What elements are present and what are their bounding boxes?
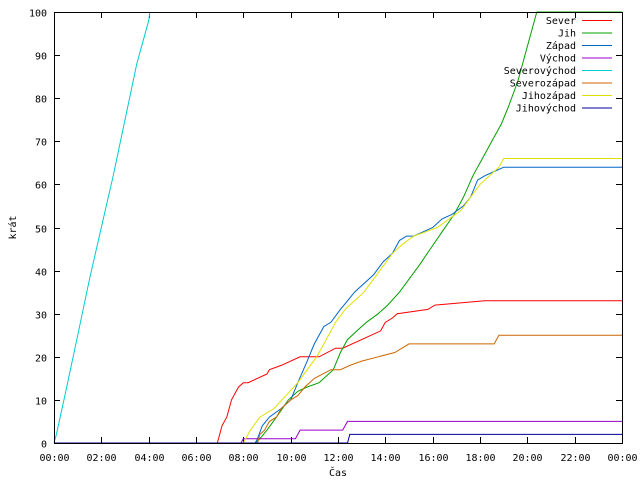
series-line bbox=[54, 158, 622, 444]
series-line bbox=[54, 11, 622, 444]
x-tick-label: 22:00 bbox=[560, 453, 590, 464]
plot-frame bbox=[54, 12, 623, 444]
legend-label: Západ bbox=[546, 40, 576, 52]
x-tick-label: 06:00 bbox=[181, 453, 211, 464]
y-tick-label: 50 bbox=[35, 225, 47, 236]
series-line bbox=[54, 334, 622, 444]
legend-label: Severovýchod bbox=[504, 65, 576, 77]
x-tick-label: 18:00 bbox=[465, 453, 495, 464]
y-tick-label: 100 bbox=[29, 9, 47, 20]
series-line bbox=[54, 166, 622, 444]
y-tick-label: 60 bbox=[35, 181, 47, 192]
legend-label: Jihovýchod bbox=[516, 103, 576, 115]
legend-label: Jih bbox=[558, 29, 576, 40]
x-tick-label: 12:00 bbox=[323, 453, 353, 464]
legend-label: Jihozápad bbox=[522, 90, 576, 102]
legend-label: Sever bbox=[546, 16, 576, 27]
y-axis-label: krát bbox=[7, 215, 19, 239]
y-tick-label: 40 bbox=[35, 268, 47, 279]
legend: Sever JihZápadVýchodSeverovýchodSeverozáp… bbox=[504, 16, 612, 115]
x-tick-label: 08:00 bbox=[228, 453, 258, 464]
legend-label: Severozápad bbox=[510, 78, 576, 90]
y-tick-label: 10 bbox=[35, 397, 47, 408]
x-tick-label: 04:00 bbox=[134, 453, 164, 464]
y-tick-label: 70 bbox=[35, 138, 47, 149]
y-tick-label: 90 bbox=[35, 52, 47, 63]
x-tick-label: 20:00 bbox=[512, 453, 542, 464]
y-tick-label: 30 bbox=[35, 311, 47, 322]
x-tick-label: 00:00 bbox=[607, 453, 637, 464]
legend-label: Východ bbox=[540, 53, 576, 65]
x-tick-label: 14:00 bbox=[370, 453, 400, 464]
series-line bbox=[53, 11, 151, 444]
y-tick-label: 80 bbox=[35, 95, 47, 106]
x-tick-label: 10:00 bbox=[276, 453, 306, 464]
x-tick-label: 00:00 bbox=[39, 453, 69, 464]
series-line bbox=[54, 300, 622, 444]
y-tick-label: 20 bbox=[35, 354, 47, 365]
axes: 0 10 20 30 40 50 60 70 80 90 100 00:00 02:00 04:00 06:… bbox=[29, 9, 638, 465]
x-tick-label: 16:00 bbox=[418, 453, 448, 464]
x-tick-label: 02:00 bbox=[86, 453, 116, 464]
series-line bbox=[54, 420, 622, 444]
y-tick-label: 0 bbox=[41, 440, 47, 451]
x-axis-label: Čas bbox=[329, 466, 347, 479]
